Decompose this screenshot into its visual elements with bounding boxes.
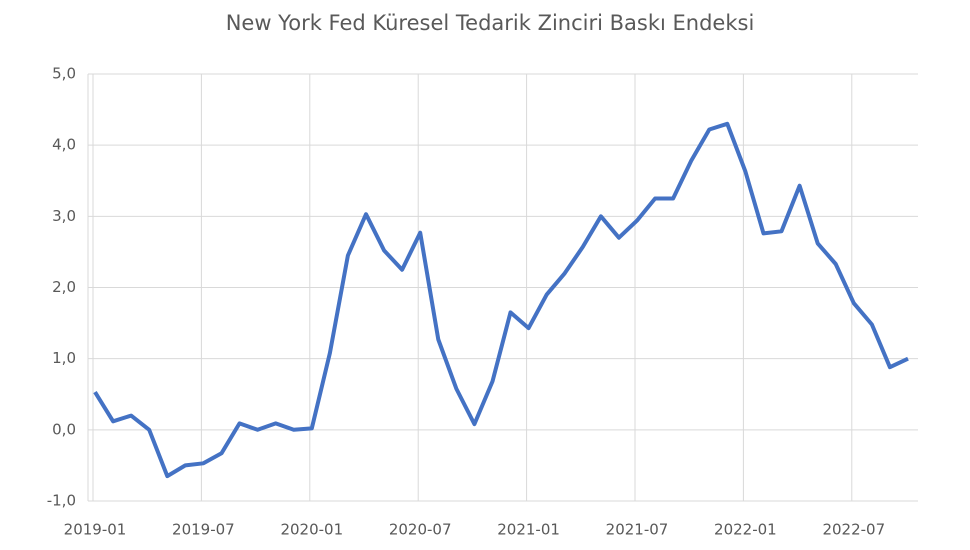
y-tick-label: 1,0 [52, 349, 76, 367]
x-tick-label: 2021-01 [497, 521, 560, 539]
y-tick-label: 4,0 [52, 136, 76, 154]
y-tick-label: -1,0 [47, 492, 76, 510]
y-tick-label: 3,0 [52, 207, 76, 225]
y-tick-label: 2,0 [52, 278, 76, 296]
x-tick-label: 2020-07 [389, 521, 452, 539]
y-tick-label: 0,0 [52, 420, 76, 438]
x-tick-label: 2019-01 [64, 521, 127, 539]
data-line [93, 121, 909, 479]
x-tick-label: 2019-07 [172, 521, 235, 539]
x-tick-label: 2022-07 [822, 521, 885, 539]
chart-title: New York Fed Küresel Tedarik Zinciri Bas… [226, 11, 755, 35]
x-tick-label: 2021-07 [606, 521, 669, 539]
x-tick-label: 2022-01 [714, 521, 777, 539]
x-tick-label: 2020-01 [280, 521, 343, 539]
y-tick-label: 5,0 [52, 65, 76, 83]
